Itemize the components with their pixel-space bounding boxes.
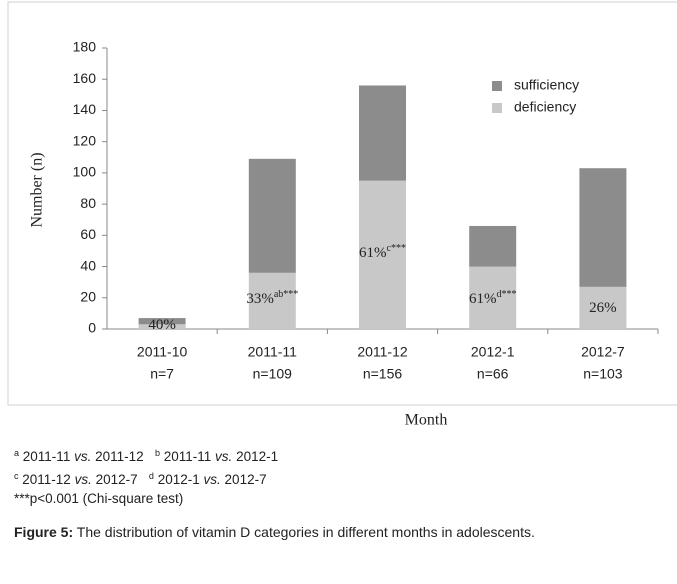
y-tick-label: 80 bbox=[80, 195, 96, 211]
x-tick-label: 2011-10 bbox=[137, 344, 188, 360]
legend-label: deficiency bbox=[514, 99, 576, 115]
caption: Figure 5: The distribution of vitamin D … bbox=[14, 521, 667, 544]
footnote-left: 2011-12 bbox=[22, 471, 71, 487]
bar-label: 61%d*** bbox=[469, 289, 517, 307]
y-tick-label: 20 bbox=[80, 288, 96, 304]
bar-segment bbox=[469, 225, 517, 267]
footnote-line: a 2011-11 vs. 2011-12 b 2011-11 vs. 2012… bbox=[14, 444, 278, 467]
footnote-right: 2012-1 bbox=[236, 449, 279, 464]
y-tick-label: 180 bbox=[73, 39, 97, 55]
chart-frame bbox=[7, 1, 677, 406]
bar-label-text: 26% bbox=[589, 300, 617, 316]
y-tick-label: 100 bbox=[73, 164, 97, 180]
y-tick-label: 160 bbox=[73, 70, 97, 86]
x-axis-label: Month bbox=[405, 412, 448, 429]
footnote-right: 2012-7 bbox=[95, 471, 138, 487]
x-tick-sample: n=109 bbox=[253, 366, 293, 382]
footnote-right: 2011-12 bbox=[95, 449, 144, 464]
footnote-mark: b bbox=[154, 448, 160, 458]
significance-note: ***p<0.001 (Chi-square test) bbox=[14, 491, 184, 506]
x-tick-label: 2012-1 bbox=[471, 344, 515, 360]
bar-label: 40% bbox=[148, 317, 176, 333]
bar-label-text: 61% bbox=[469, 291, 497, 307]
y-tick-label: 140 bbox=[73, 101, 97, 117]
x-tick-sample: n=66 bbox=[477, 366, 509, 382]
y-tick-label: 60 bbox=[80, 226, 96, 242]
caption-text: The distribution of vitamin D categories… bbox=[76, 524, 535, 540]
bar-segment bbox=[579, 168, 627, 287]
footnote-left: 2011-11 bbox=[22, 449, 71, 464]
footnote-right: 2012-7 bbox=[224, 471, 267, 487]
footnote-left: 2011-11 bbox=[163, 449, 212, 464]
legend-label: sufficiency bbox=[514, 77, 579, 93]
bar-label: 26% bbox=[589, 300, 617, 316]
bar-label-sup: ab*** bbox=[274, 289, 298, 300]
footnote-conj: vs. bbox=[215, 449, 233, 464]
bar-segment bbox=[359, 85, 406, 181]
footnotes: a 2011-11 vs. 2011-12 b 2011-11 vs. 2012… bbox=[14, 444, 278, 509]
bar-segment bbox=[138, 318, 186, 325]
bar-segment bbox=[469, 266, 517, 329]
bar-label-sup: d*** bbox=[496, 289, 516, 300]
legend-swatch bbox=[492, 81, 502, 91]
bar-segment bbox=[579, 286, 627, 329]
y-tick-label: 120 bbox=[73, 132, 97, 148]
bar-label: 33%ab*** bbox=[246, 289, 298, 307]
bar-segment bbox=[138, 324, 186, 329]
footnote-conj: vs. bbox=[74, 449, 92, 464]
bar-label-text: 33% bbox=[246, 291, 274, 307]
bar-label-sup: c*** bbox=[387, 243, 406, 254]
bar-segment bbox=[248, 158, 296, 273]
x-tick-sample: n=156 bbox=[363, 366, 403, 382]
bar-label-text: 61% bbox=[359, 245, 387, 261]
bar-segment bbox=[248, 272, 296, 329]
bar-label-text: 40% bbox=[148, 317, 176, 333]
footnote-conj: vs. bbox=[74, 471, 92, 487]
bar-label: 61%c*** bbox=[359, 243, 406, 261]
bar-segment bbox=[359, 180, 406, 329]
x-tick-label: 2011-12 bbox=[357, 344, 408, 360]
footnote-mark: a bbox=[14, 448, 20, 458]
chart: Number (n) Month 0 20 40 60 80 100 120 140 160 18… bbox=[7, 1, 677, 429]
legend-swatch bbox=[492, 103, 502, 113]
x-tick-label: 2012-7 bbox=[581, 344, 625, 360]
y-tick-label: 40 bbox=[80, 257, 96, 273]
y-tick-label: 0 bbox=[88, 320, 96, 336]
footnote-mark: d bbox=[148, 470, 154, 481]
y-axis-label: Number (n) bbox=[29, 152, 46, 227]
footnote-left: 2012-1 bbox=[157, 471, 200, 487]
footnote-mark: c bbox=[14, 470, 19, 481]
x-tick-sample: n=103 bbox=[583, 366, 623, 382]
x-tick-label: 2011-11 bbox=[248, 344, 298, 360]
caption-label: Figure 5: bbox=[14, 524, 74, 540]
footnote-line: c 2011-12 vs. 2012-7 d 2012-1 vs. 2012-7 bbox=[14, 467, 278, 490]
x-tick-sample: n=7 bbox=[150, 366, 174, 382]
footnote-conj: vs. bbox=[203, 471, 221, 487]
